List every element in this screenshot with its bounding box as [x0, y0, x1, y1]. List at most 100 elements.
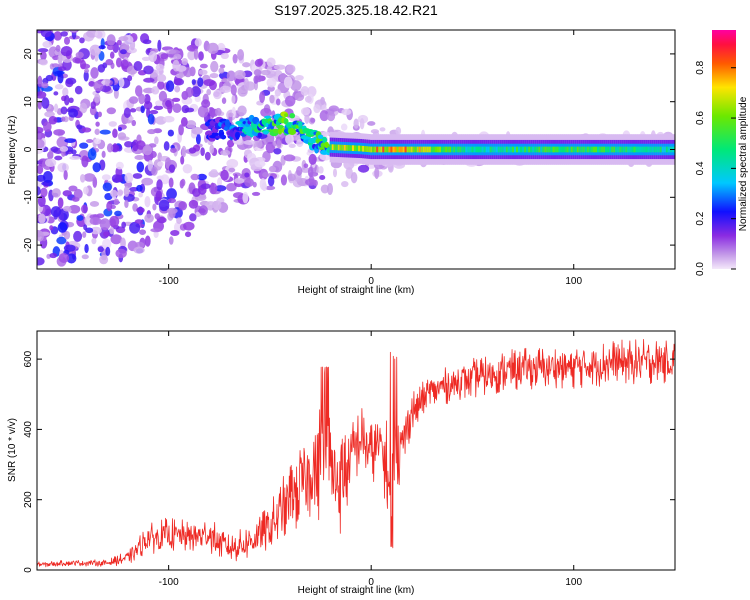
spectrogram-noise-cell: [155, 190, 163, 202]
spectrogram-x-tick-label: 0: [368, 276, 374, 287]
spectrogram-noise-cell: [57, 162, 69, 173]
spectrogram-noise-cell: [156, 74, 167, 83]
spectrogram-ridge-core: [550, 146, 553, 153]
spectrogram-noise-cell: [110, 51, 115, 59]
spectrogram-noise-cell: [220, 169, 229, 181]
spectrogram-noise-cell: [175, 65, 187, 72]
spectrogram-ridge-core: [562, 146, 566, 153]
spectrogram-noise-cell: [170, 147, 177, 153]
spectrogram-noise-cell: [274, 88, 281, 97]
spectrogram-noise-cell: [197, 208, 206, 214]
spectrogram-noise-cell: [243, 78, 250, 90]
spectrogram-ridge-core: [518, 146, 521, 153]
spectrogram-ridge-core: [388, 146, 391, 153]
spectrogram-noise-cell: [353, 118, 359, 129]
spectrogram-ridge-core: [453, 146, 456, 153]
spectrogram-noise-cell: [51, 20, 59, 29]
spectrogram-y-tick-label: 0: [23, 146, 34, 152]
spectrogram-ridge-core: [422, 146, 426, 153]
spectrogram-ridge-core: [584, 146, 588, 153]
spectrogram-noise-cell: [273, 148, 282, 155]
spectrogram-noise-cell: [295, 74, 304, 81]
colorbar-tick-label: 0.4: [695, 161, 706, 175]
spectrogram-ridge-core: [657, 146, 661, 153]
spectrogram-noise-cell: [129, 186, 139, 192]
spectrogram-noise-cell: [262, 172, 269, 178]
spectrogram-noise-cell: [101, 174, 111, 181]
spectrogram-noise-cell: [197, 173, 207, 181]
spectrogram-ridge-core: [473, 146, 476, 153]
spectrogram-noise-cell: [117, 189, 124, 196]
spectrogram-noise-cell: [73, 230, 83, 242]
spectrogram-noise-cell: [53, 129, 66, 136]
spectrogram-noise-cell: [105, 59, 114, 66]
spectrogram-noise-cell: [133, 60, 143, 72]
spectrogram-noise-cell: [237, 105, 247, 116]
spectrogram-noise-cell: [101, 150, 106, 158]
spectrogram-noise-cell: [69, 155, 81, 161]
spectrogram-ridge-core: [356, 145, 359, 152]
spectrogram-noise-cell: [310, 117, 316, 123]
spectrogram-ridge-blob: [276, 124, 285, 129]
spectrogram-noise-cell: [287, 173, 296, 182]
spectrogram-ridge-core: [613, 146, 616, 153]
spectrogram-noise-cell: [89, 106, 97, 116]
spectrogram-noise-cell: [87, 148, 97, 161]
spectrogram-noise-cell: [99, 129, 111, 135]
spectrogram-noise-cell: [152, 203, 157, 211]
spectrogram-noise-cell: [99, 254, 109, 265]
spectrogram-ridge-core: [406, 146, 410, 153]
spectrogram-noise-cell: [144, 196, 151, 208]
spectrogram-noise-cell: [350, 171, 358, 184]
spectrogram-noise-cell: [215, 107, 222, 116]
spectrogram-noise-cell: [68, 204, 81, 214]
spectrogram-ridge-core: [364, 146, 367, 152]
spectrogram-noise-cell: [133, 246, 145, 254]
spectrogram-noise-cell: [128, 116, 134, 121]
spectrogram-noise-cell: [60, 116, 66, 122]
spectrogram-ridge-core: [513, 146, 517, 153]
spectrogram-noise-cell: [132, 139, 139, 152]
spectrogram-noise-cell: [71, 21, 82, 27]
spectrogram-ridge-core: [661, 146, 665, 153]
spectrogram-ridge-core: [351, 145, 355, 152]
spectrogram-noise-cell: [167, 198, 177, 204]
spectrogram-ridge-core: [595, 146, 598, 153]
spectrogram-ridge-core: [366, 146, 369, 152]
spectrogram-ridge-core: [447, 146, 450, 153]
spectrogram-ridge-core: [499, 146, 503, 153]
spectrogram-noise-cell: [220, 149, 231, 156]
spectrogram-noise-cell: [53, 103, 59, 113]
colorbar-tick-label: 0.2: [695, 211, 706, 225]
snr-panel: -100 0 100 0 200 400 600 Height of straight l…: [7, 330, 676, 596]
spectrogram-noise-cell: [151, 86, 160, 95]
spectrogram-noise-cell: [62, 190, 72, 197]
spectrogram-noise-cell: [198, 51, 204, 61]
spectrogram-noise-cell: [56, 236, 67, 245]
spectrogram-noise-cell: [142, 39, 152, 45]
spectrogram-ridge-blob: [317, 134, 324, 140]
spectrogram-ridge-core: [623, 146, 626, 153]
spectrogram-noise-cell: [232, 53, 238, 64]
spectrogram-noise-cell: [84, 243, 89, 254]
spectrogram-ridge-core: [408, 146, 412, 153]
spectrogram-noise-cell: [99, 218, 111, 231]
spectrogram-ridge-core: [477, 146, 480, 153]
spectrogram-noise-cell: [143, 65, 154, 75]
spectrogram-noise-cell: [40, 51, 47, 61]
spectrogram-noise-cell: [181, 145, 187, 158]
spectrogram-noise-cell: [192, 188, 201, 197]
spectrogram-ridge-blob: [224, 119, 230, 128]
snr-y-tick-label: 0: [23, 567, 34, 573]
spectrogram-ridge-core: [649, 146, 653, 153]
spectrogram-ridge-core: [665, 146, 669, 153]
spectrogram-ridge-core: [372, 146, 375, 153]
spectrogram-noise-cell: [191, 79, 196, 85]
spectrogram-ridge-core: [412, 146, 416, 153]
spectrogram-noise-cell: [141, 177, 154, 186]
spectrogram-ridge-core: [469, 146, 472, 153]
spectrogram-ridge-core: [554, 146, 557, 153]
spectrogram-noise-cell: [37, 126, 44, 134]
spectrogram-ridge-core: [599, 146, 602, 153]
